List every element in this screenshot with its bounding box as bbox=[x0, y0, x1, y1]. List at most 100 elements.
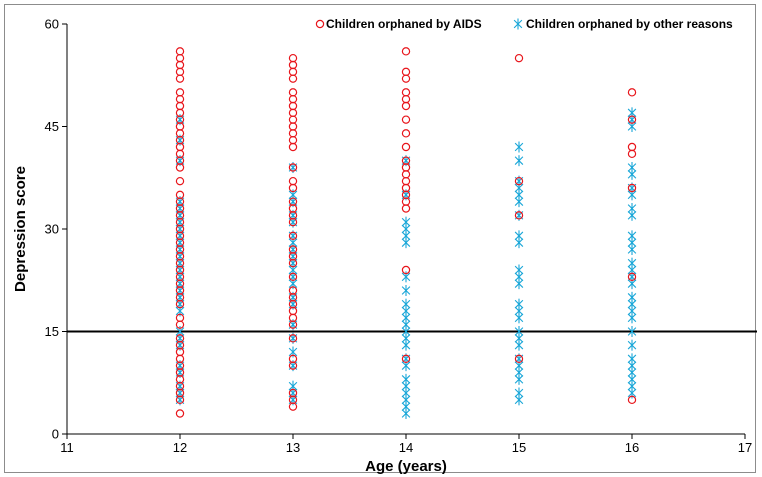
point-aids bbox=[288, 74, 298, 83]
point-aids bbox=[288, 197, 298, 206]
x-tick-label: 12 bbox=[173, 440, 187, 455]
point-other-reasons bbox=[514, 141, 524, 153]
point-other-reasons bbox=[514, 387, 524, 399]
y-tick-label: 0 bbox=[52, 427, 59, 442]
point-aids bbox=[401, 94, 411, 104]
point-other-reasons bbox=[627, 326, 637, 337]
point-aids bbox=[627, 395, 637, 405]
point-aids bbox=[175, 190, 185, 200]
point-aids bbox=[401, 129, 411, 138]
point-aids bbox=[514, 53, 524, 63]
point-aids bbox=[401, 47, 411, 56]
point-aids bbox=[514, 211, 524, 220]
point-other-reasons bbox=[627, 353, 637, 365]
point-aids bbox=[175, 94, 185, 104]
y-tick-label: 45 bbox=[45, 119, 59, 134]
point-aids bbox=[288, 129, 298, 138]
y-tick-label: 30 bbox=[45, 222, 59, 237]
x-tick-label: 11 bbox=[60, 440, 74, 455]
x-axis-title: Age (years) bbox=[365, 458, 447, 475]
point-aids bbox=[288, 67, 298, 77]
point-aids bbox=[288, 245, 298, 254]
x-tick-label: 16 bbox=[625, 440, 639, 455]
point-other-reasons bbox=[514, 326, 524, 337]
point-aids bbox=[401, 142, 411, 152]
legend-label-aids: Children orphaned by AIDS bbox=[326, 17, 482, 31]
point-aids bbox=[175, 313, 185, 323]
point-aids bbox=[401, 101, 411, 111]
point-aids bbox=[175, 53, 185, 63]
point-other-reasons bbox=[627, 203, 637, 214]
point-other-reasons bbox=[627, 339, 637, 351]
point-aids bbox=[288, 115, 298, 124]
point-aids bbox=[401, 170, 411, 179]
point-aids bbox=[514, 176, 524, 186]
point-other-reasons bbox=[514, 264, 524, 276]
point-other-reasons bbox=[627, 257, 637, 269]
y-axis-title: Depression score bbox=[12, 166, 29, 292]
point-aids bbox=[288, 354, 298, 364]
point-aids bbox=[401, 88, 411, 97]
point-aids bbox=[401, 74, 411, 83]
point-aids bbox=[175, 409, 185, 418]
point-aids bbox=[288, 142, 298, 152]
x-tick-label: 15 bbox=[512, 440, 526, 455]
point-other-reasons bbox=[401, 285, 411, 296]
point-aids bbox=[175, 334, 185, 343]
point-aids bbox=[175, 60, 185, 70]
y-tick-label: 15 bbox=[45, 324, 59, 339]
point-aids bbox=[401, 176, 411, 186]
point-aids bbox=[175, 67, 185, 77]
point-aids bbox=[288, 388, 298, 398]
point-aids bbox=[175, 47, 185, 56]
point-other-reasons bbox=[401, 298, 411, 310]
point-aids bbox=[288, 163, 298, 172]
point-aids bbox=[401, 115, 411, 124]
legend-marker-other bbox=[513, 18, 523, 30]
point-aids bbox=[288, 94, 298, 104]
point-other-reasons bbox=[627, 230, 637, 242]
point-aids bbox=[627, 142, 637, 152]
data-points bbox=[175, 47, 637, 419]
point-aids bbox=[288, 88, 298, 97]
x-tick-label: 13 bbox=[286, 440, 300, 455]
legend-label-other: Children orphaned by other reasons bbox=[526, 17, 733, 31]
point-aids bbox=[627, 272, 637, 282]
point-other-reasons bbox=[627, 162, 637, 173]
point-other-reasons bbox=[401, 373, 411, 385]
point-aids bbox=[288, 334, 298, 343]
x-tick-label: 14 bbox=[399, 440, 413, 455]
point-aids bbox=[288, 60, 298, 70]
point-aids bbox=[627, 149, 637, 159]
point-aids bbox=[288, 53, 298, 63]
point-aids bbox=[401, 156, 411, 165]
axes bbox=[62, 23, 746, 439]
point-aids bbox=[175, 88, 185, 97]
point-aids bbox=[288, 272, 298, 282]
point-aids bbox=[627, 88, 637, 97]
legend-asterisk bbox=[513, 18, 523, 30]
point-aids bbox=[288, 176, 298, 186]
point-aids bbox=[401, 265, 411, 275]
point-aids bbox=[175, 74, 185, 83]
point-aids bbox=[175, 176, 185, 186]
point-other-reasons bbox=[514, 298, 524, 310]
point-other-reasons bbox=[514, 155, 524, 167]
point-other-reasons bbox=[401, 216, 411, 228]
point-aids bbox=[401, 354, 411, 364]
point-other-reasons bbox=[514, 230, 524, 242]
point-aids bbox=[288, 286, 298, 295]
point-aids bbox=[288, 231, 298, 241]
point-aids bbox=[288, 122, 298, 131]
point-aids bbox=[401, 204, 411, 213]
point-aids bbox=[288, 101, 298, 111]
point-aids bbox=[514, 354, 524, 364]
point-aids bbox=[401, 67, 411, 77]
point-aids bbox=[175, 101, 185, 111]
point-aids bbox=[627, 115, 637, 124]
point-aids bbox=[627, 183, 637, 193]
point-other-reasons bbox=[627, 291, 637, 303]
x-tick-label: 17 bbox=[738, 440, 752, 455]
legend-marker-aids bbox=[315, 19, 325, 29]
y-tick-label: 60 bbox=[45, 17, 59, 32]
